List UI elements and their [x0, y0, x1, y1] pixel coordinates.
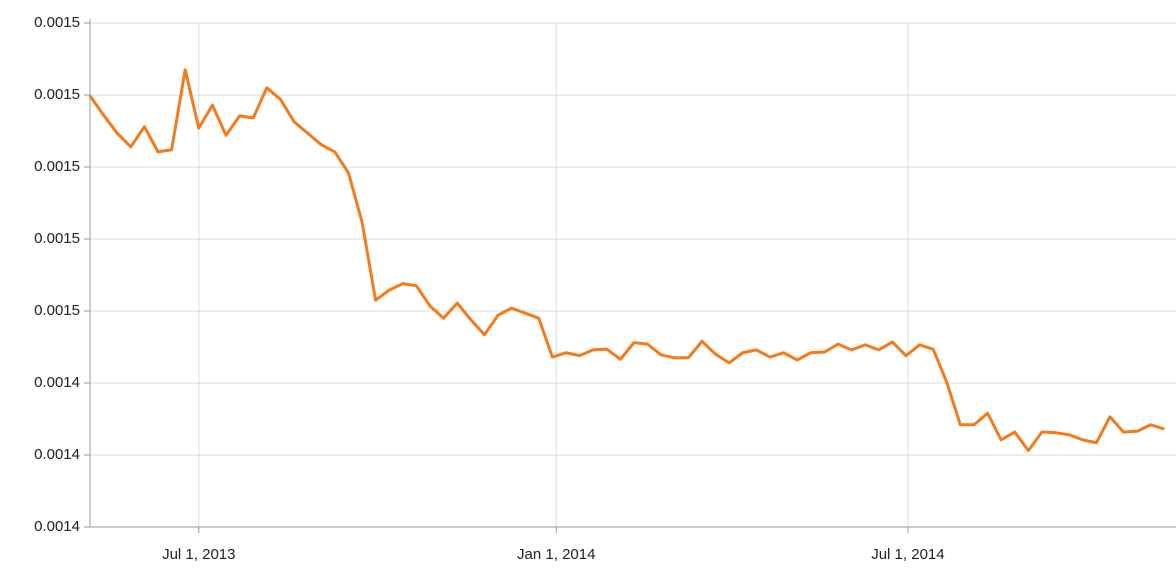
y-tick-label: 0.0014	[34, 518, 80, 535]
data-line	[88, 68, 1165, 453]
x-tick-label: Jul 1, 2014	[871, 546, 944, 563]
y-tick-label: 0.0015	[34, 14, 80, 31]
x-tick-label: Jan 1, 2014	[517, 546, 595, 563]
x-tick-label: Jul 1, 2013	[162, 546, 235, 563]
y-tick-label: 0.0014	[34, 374, 80, 391]
y-tick-label: 0.0015	[34, 158, 80, 175]
y-tick-label: 0.0015	[34, 86, 80, 103]
y-tick-label: 0.0015	[34, 302, 80, 319]
y-tick-label: 0.0014	[34, 446, 80, 463]
y-tick-label: 0.0015	[34, 230, 80, 247]
